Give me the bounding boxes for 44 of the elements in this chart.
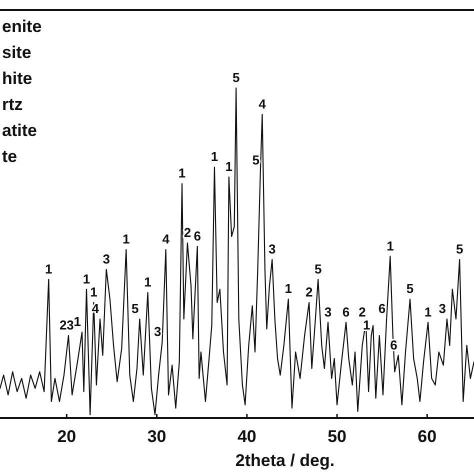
annotation: 4 bbox=[258, 96, 267, 112]
annotation: 5 bbox=[456, 242, 464, 257]
annotation: 1 bbox=[90, 284, 98, 300]
annotation: 3 bbox=[324, 304, 332, 320]
annotation: 2 bbox=[358, 304, 366, 320]
x-tick-label: 20 bbox=[57, 427, 76, 446]
annotation: 6 bbox=[194, 228, 201, 244]
x-tick-label: 30 bbox=[147, 427, 166, 446]
x-axis-title: 2theta / deg. bbox=[235, 451, 335, 470]
annotation: 1 bbox=[122, 232, 130, 247]
annotation: 1 bbox=[144, 274, 152, 290]
text: enite bbox=[2, 17, 42, 36]
annotation: 1 bbox=[178, 166, 186, 181]
annotation: 1 bbox=[284, 281, 292, 296]
annotation: 2 bbox=[184, 225, 192, 240]
annotation: 23 bbox=[59, 318, 74, 332]
annotation: 1 bbox=[74, 314, 82, 330]
annotation: 6 bbox=[378, 301, 386, 316]
annotation: 1 bbox=[45, 261, 52, 276]
annotation: hite bbox=[2, 69, 32, 88]
annotation: 4 bbox=[162, 232, 170, 247]
annotation: 5 bbox=[131, 301, 139, 316]
annotation: 5 bbox=[406, 281, 414, 296]
annotation: 3 bbox=[154, 324, 162, 340]
annotation: 1 bbox=[82, 271, 90, 286]
annotation: 1 bbox=[225, 159, 233, 174]
x-tick-label: 40 bbox=[237, 427, 256, 446]
annotation: 3 bbox=[438, 301, 446, 316]
annotation: 1 bbox=[424, 304, 432, 320]
annotation: 6 bbox=[342, 304, 350, 320]
x-tick-label: 50 bbox=[328, 427, 346, 446]
annotation: rtz bbox=[2, 95, 23, 114]
annotation: 3 bbox=[268, 242, 276, 257]
x-tick-label: 60 bbox=[418, 427, 437, 446]
annotation: 1 bbox=[210, 149, 218, 164]
annotation: 5 bbox=[252, 152, 260, 168]
annotation: 2 bbox=[305, 284, 313, 300]
annotation: 3 bbox=[102, 252, 110, 266]
text: site bbox=[2, 43, 32, 62]
annotation: te bbox=[2, 147, 18, 166]
annotation: atite bbox=[2, 121, 37, 140]
annotation: 1 bbox=[386, 238, 394, 254]
annotation: 5 bbox=[314, 261, 322, 276]
annotation: 5 bbox=[232, 70, 240, 85]
